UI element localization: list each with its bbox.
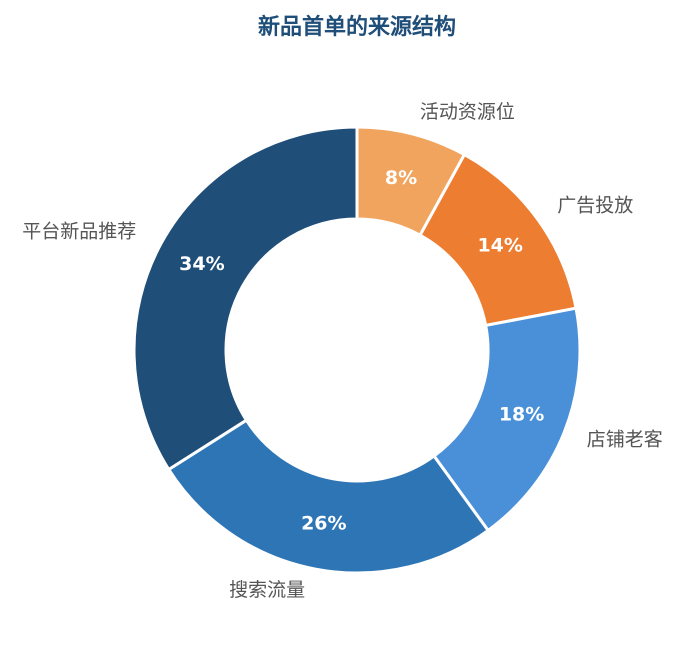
category-label: 活动资源位: [420, 101, 515, 123]
value-label: 34%: [179, 253, 224, 275]
category-label: 平台新品推荐: [22, 220, 136, 242]
category-label: 店铺老客: [587, 429, 663, 451]
value-label: 26%: [301, 512, 346, 534]
category-label: 搜索流量: [229, 579, 305, 601]
value-label: 18%: [499, 404, 544, 426]
value-label: 8%: [385, 167, 417, 189]
category-label: 广告投放: [557, 194, 633, 216]
donut-slice: [166, 418, 491, 575]
donut-slice: [132, 125, 359, 472]
donut-slice: [431, 306, 582, 533]
value-label: 14%: [477, 234, 522, 256]
chart-title: 新品首单的来源结构: [258, 14, 456, 40]
